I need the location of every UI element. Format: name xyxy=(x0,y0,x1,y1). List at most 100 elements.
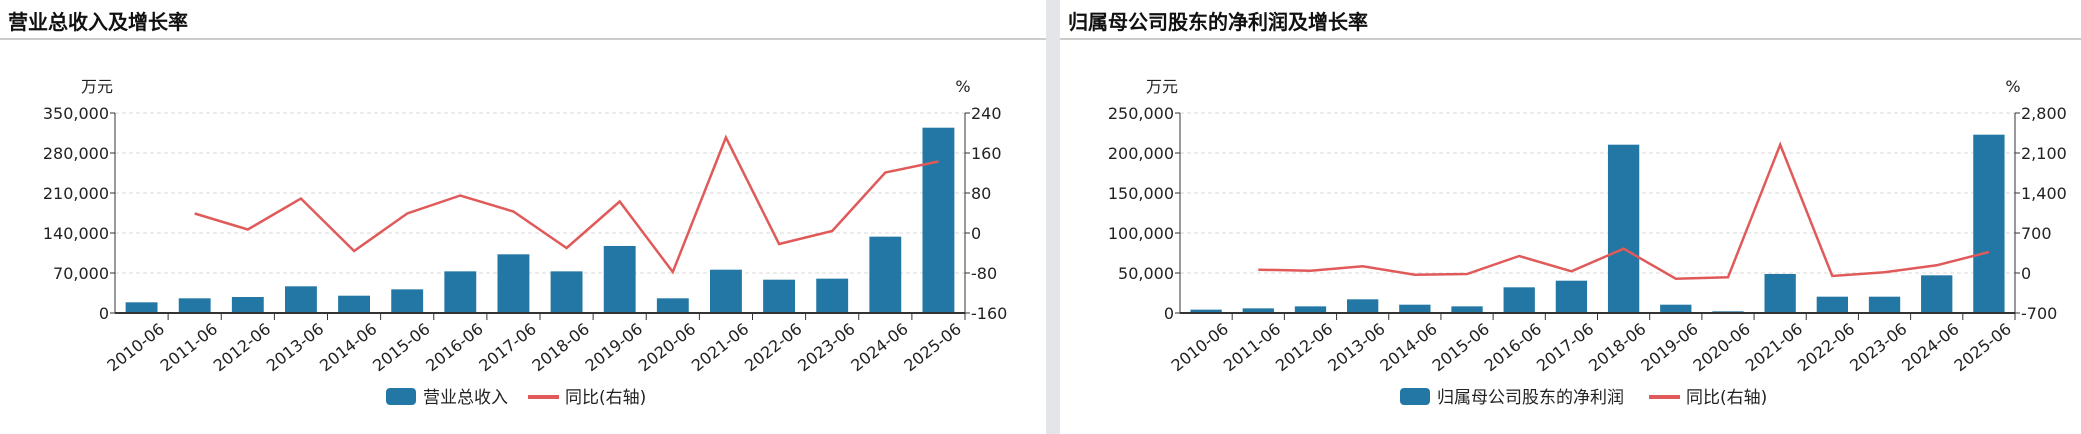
x-tick-label: 2014-06 xyxy=(1376,319,1440,375)
bar-2012-06 xyxy=(1294,306,1327,313)
right-axis-unit: % xyxy=(955,77,970,96)
y-tick-label: 280,000 xyxy=(43,144,109,163)
x-tick-label: 2015-06 xyxy=(1429,319,1493,375)
y-tick-label: 0 xyxy=(99,304,109,323)
chart-title: 归属母公司股东的净利润及增长率 xyxy=(1068,10,1368,34)
x-tick-label: 2015-06 xyxy=(369,319,433,375)
bar-2015-06 xyxy=(391,289,424,313)
x-tick-label: 2012-06 xyxy=(210,319,274,375)
bar-2010-06 xyxy=(1190,309,1222,313)
left-axis-unit: 万元 xyxy=(81,77,113,96)
bar-2013-06 xyxy=(1347,299,1379,313)
bar-2023-06 xyxy=(816,278,849,313)
panel-divider xyxy=(1046,0,1060,434)
x-tick-label: 2023-06 xyxy=(794,319,858,375)
y2-tick-label: 700 xyxy=(2021,224,2052,243)
right-axis-unit: % xyxy=(2005,77,2020,96)
x-tick-label: 2019-06 xyxy=(1637,319,1701,375)
y2-tick-label: 0 xyxy=(2021,264,2031,283)
y-tick-label: 0 xyxy=(1164,304,1174,323)
x-tick-label: 2010-06 xyxy=(104,319,168,375)
bar-2014-06 xyxy=(338,295,370,313)
y2-tick-label: -700 xyxy=(2021,304,2057,323)
y-tick-label: 250,000 xyxy=(1108,104,1174,123)
x-tick-label: 2019-06 xyxy=(582,319,646,375)
bar-2018-06 xyxy=(550,271,583,313)
bar-2020-06 xyxy=(656,298,689,313)
legend-bar-label: 营业总收入 xyxy=(423,388,508,408)
x-tick-label: 2021-06 xyxy=(688,319,752,375)
x-tick-label: 2017-06 xyxy=(475,319,539,375)
y-tick-label: 140,000 xyxy=(43,224,109,243)
x-tick-label: 2020-06 xyxy=(635,319,699,375)
x-tick-label: 2017-06 xyxy=(1533,319,1597,375)
x-tick-label: 2020-06 xyxy=(1690,319,1754,375)
x-tick-label: 2018-06 xyxy=(1585,319,1649,375)
bar-2010-06 xyxy=(125,302,158,313)
legend-bar-swatch xyxy=(386,388,416,405)
bar-2019-06 xyxy=(603,245,636,313)
x-tick-label: 2021-06 xyxy=(1742,319,1806,375)
y-tick-label: 150,000 xyxy=(1108,184,1174,203)
bar-2016-06 xyxy=(444,271,477,313)
x-tick-label: 2012-06 xyxy=(1272,319,1336,375)
bar-2011-06 xyxy=(178,298,211,313)
x-tick-label: 2016-06 xyxy=(1481,319,1545,375)
x-tick-label: 2011-06 xyxy=(1220,319,1284,375)
bar-2019-06 xyxy=(1660,304,1692,313)
x-tick-label: 2010-06 xyxy=(1168,319,1232,375)
x-tick-label: 2022-06 xyxy=(1794,319,1858,375)
x-tick-label: 2016-06 xyxy=(422,319,486,375)
bar-2021-06 xyxy=(1764,273,1796,313)
bar-2014-06 xyxy=(1399,304,1431,313)
x-tick-label: 2011-06 xyxy=(157,319,221,375)
x-tick-label: 2013-06 xyxy=(1324,319,1388,375)
left-axis-unit: 万元 xyxy=(1146,77,1178,96)
bar-2016-06 xyxy=(1503,287,1535,313)
x-tick-label: 2022-06 xyxy=(741,319,805,375)
y2-tick-label: 1,400 xyxy=(2021,184,2067,203)
title-divider xyxy=(0,38,1046,40)
legend-line-label: 同比(右轴) xyxy=(565,388,646,408)
y-tick-label: 210,000 xyxy=(43,184,109,203)
x-tick-label: 2018-06 xyxy=(529,319,593,375)
bar-2021-06 xyxy=(710,269,742,313)
y2-tick-label: 80 xyxy=(971,184,991,203)
y-tick-label: 70,000 xyxy=(53,264,109,283)
bar-2017-06 xyxy=(1555,280,1588,313)
y-tick-label: 350,000 xyxy=(43,104,109,123)
bar-2015-06 xyxy=(1451,306,1483,313)
y-tick-label: 50,000 xyxy=(1118,264,1174,283)
y-tick-label: 200,000 xyxy=(1108,144,1174,163)
legend-bar-swatch xyxy=(1400,388,1430,405)
y2-tick-label: -80 xyxy=(971,264,997,283)
net-profit-panel: 归属母公司股东的净利润及增长率 xyxy=(1060,0,2081,434)
bar-2011-06 xyxy=(1242,308,1274,313)
bar-2023-06 xyxy=(1868,296,1901,313)
legend-bar-label: 归属母公司股东的净利润 xyxy=(1437,388,1624,408)
bar-2022-06 xyxy=(763,279,795,313)
bar-2013-06 xyxy=(285,286,317,313)
x-tick-label: 2025-06 xyxy=(1950,319,2014,375)
y2-tick-label: -160 xyxy=(971,304,1007,323)
x-tick-label: 2025-06 xyxy=(900,319,964,375)
bar-2024-06 xyxy=(869,236,902,313)
y2-tick-label: 240 xyxy=(971,104,1002,123)
x-tick-label: 2024-06 xyxy=(1898,319,1962,375)
x-tick-label: 2013-06 xyxy=(263,319,327,375)
y2-tick-label: 0 xyxy=(971,224,981,243)
bar-2022-06 xyxy=(1816,296,1848,313)
bar-2025-06 xyxy=(922,127,955,313)
y-tick-label: 100,000 xyxy=(1108,224,1174,243)
bar-2018-06 xyxy=(1607,144,1640,313)
y2-tick-label: 160 xyxy=(971,144,1002,163)
bar-2025-06 xyxy=(1973,134,2005,313)
bar-2012-06 xyxy=(231,297,264,313)
y2-tick-label: 2,800 xyxy=(2021,104,2067,123)
y2-tick-label: 2,100 xyxy=(2021,144,2067,163)
chart-title: 营业总收入及增长率 xyxy=(8,10,188,34)
x-tick-label: 2023-06 xyxy=(1846,319,1910,375)
title-divider xyxy=(1060,38,2081,40)
x-tick-label: 2014-06 xyxy=(316,319,380,375)
